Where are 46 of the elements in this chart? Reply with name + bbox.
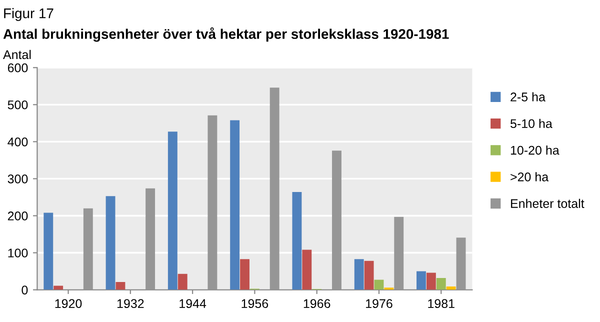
bar [54,286,64,290]
bar [292,192,302,290]
bar [374,280,384,290]
bar [426,272,436,290]
x-tick-label: 1966 [304,299,330,308]
bar [178,274,188,290]
x-tick-label: 1920 [55,299,82,308]
y-tick-label: 400 [8,137,28,146]
bar [208,115,218,290]
chart-title: Antal brukningsenheter över två hektar per storleksklass 1920-1981 [3,27,449,42]
y-tick-label: 300 [8,174,28,184]
bar [146,188,156,290]
bar [446,286,456,290]
x-tick-label: 1956 [242,299,268,308]
bar [44,212,54,290]
bar [106,196,116,290]
bar [354,259,364,290]
bar [436,278,446,290]
bar [394,216,404,290]
legend-label: 5-10 ha [510,118,552,128]
y-tick-label: 0 [22,286,28,294]
legend-label: 2-5 ha [510,92,546,102]
legend-label: Enheter totalt [511,198,584,208]
chart-subtitle: Figur 17 [4,8,54,21]
legend-label: >20 ha [510,172,549,182]
bar [456,238,466,290]
bar [302,250,312,290]
y-tick-label: 500 [8,100,28,110]
bar [116,282,126,290]
bar [168,132,178,290]
bar [240,259,250,290]
bar [83,208,93,290]
x-tick-label: 1932 [117,299,144,308]
y-tick-label: 100 [8,248,28,258]
x-tick-label: 1981 [428,299,454,308]
y-tick-label: 600 [8,63,28,72]
bar [332,150,342,290]
bar [364,260,374,290]
x-tick-label: 1976 [366,299,392,308]
bar [270,88,280,290]
x-tick-label: 1944 [180,299,206,308]
bar [416,271,426,290]
bar [230,120,240,290]
y-axis-title: Antal [3,50,31,60]
legend-label: 10-20 ha [510,146,560,155]
y-tick-label: 200 [8,212,28,220]
